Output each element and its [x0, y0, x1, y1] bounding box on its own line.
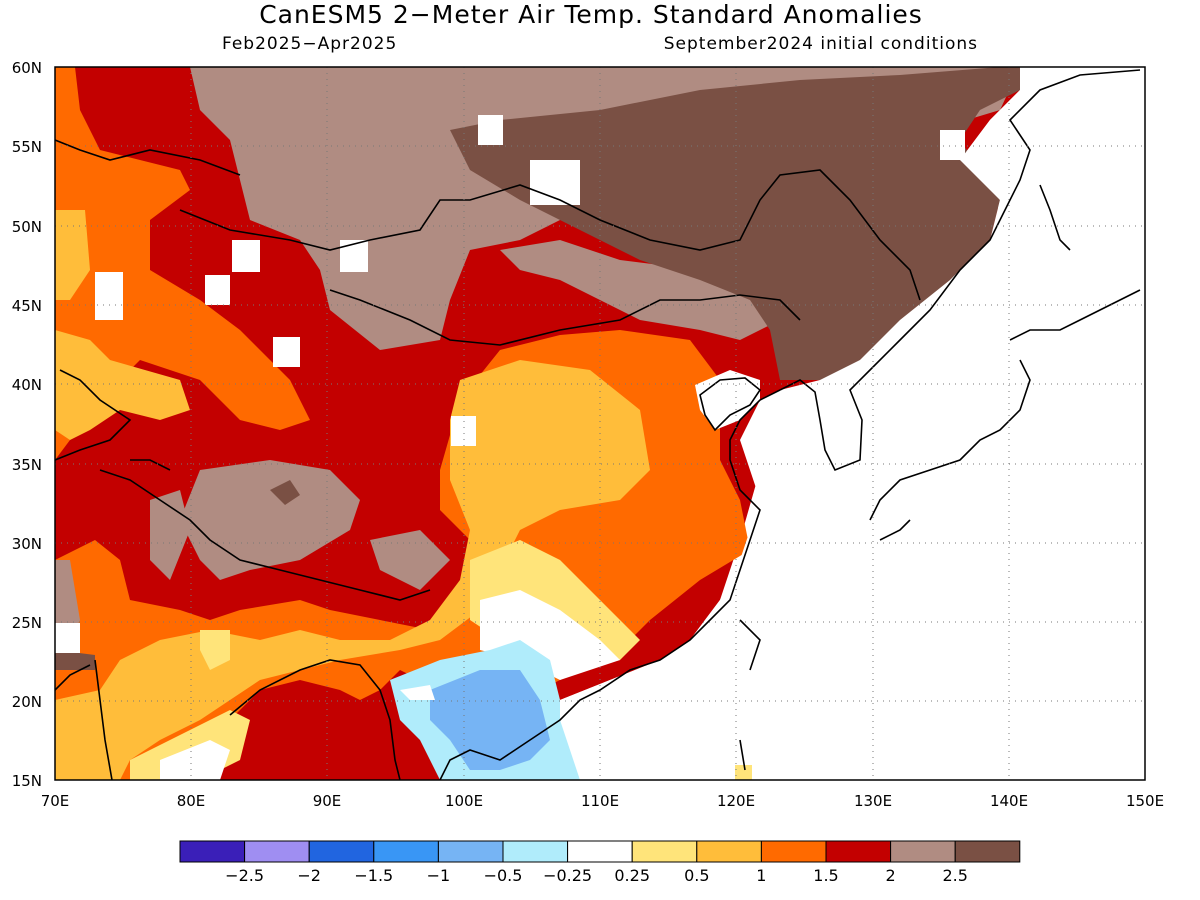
colorbar-swatch — [954, 840, 1021, 863]
region-bohai — [695, 370, 760, 430]
region-neutral-myanmar — [400, 685, 435, 700]
colorbar-swatch — [373, 840, 439, 863]
colorbar-label: −0.25 — [543, 866, 592, 885]
lon-axis: 70E 80E 90E 100E 110E 120E 130E 140E 150… — [41, 792, 1164, 810]
region-extreme-warm-tibet — [270, 480, 300, 505]
lat-axis: 60N 55N 50N 45N 40N 35N 30N 25N 20N 15N — [12, 59, 42, 790]
region-very-warm-tibet-east — [370, 530, 450, 590]
region-slight-warm-india — [200, 630, 230, 670]
coastlines — [55, 69, 1141, 780]
region-mild-warm — [55, 360, 650, 780]
region-warm-west — [55, 67, 310, 460]
region-neutral-bay — [160, 740, 230, 780]
colorbar-swatch — [244, 840, 310, 863]
region-very-warm-mongolia — [500, 240, 780, 340]
colorbar: −2.5 −2 −1.5 −1 −0.5 −0.25 0.25 0.5 1 1.5 2 2.5 — [179, 840, 1021, 885]
initial-conditions: September2024 initial conditions — [663, 34, 978, 54]
colorbar-label: −1 — [427, 866, 451, 885]
colorbar-label: 1 — [756, 866, 766, 885]
forecast-period: Feb2025−Apr2025 — [222, 34, 398, 54]
colorbar-swatch — [890, 840, 956, 863]
lon-label: 110E — [581, 792, 619, 810]
lat-label: 50N — [12, 218, 42, 236]
lat-label: 55N — [12, 138, 42, 156]
colorbar-swatch — [437, 840, 504, 863]
colorbar-swatch — [696, 840, 762, 863]
colorbar-label: −2.5 — [225, 866, 264, 885]
lon-label: 70E — [41, 792, 70, 810]
lat-label: 15N — [12, 772, 42, 790]
lon-label: 80E — [177, 792, 206, 810]
colorbar-label: 2.5 — [942, 866, 967, 885]
lon-label: 150E — [1126, 792, 1164, 810]
colorbar-swatch — [567, 840, 633, 863]
colorbar-label: 2 — [886, 866, 896, 885]
colorbar-swatch — [760, 840, 827, 863]
map-title: CanESM5 2−Meter Air Temp. Standard Anoma… — [259, 0, 923, 29]
colorbar-swatch — [502, 840, 569, 863]
lat-label: 40N — [12, 376, 42, 394]
colorbar-label: 1.5 — [813, 866, 838, 885]
colorbar-swatch — [179, 840, 246, 863]
lat-label: 45N — [12, 297, 42, 315]
lon-label: 90E — [313, 792, 342, 810]
region-mild-west-2 — [55, 330, 190, 440]
region-cool — [430, 670, 550, 770]
region-extreme-warm-gujarat — [55, 650, 95, 670]
region-mild-west — [55, 210, 90, 300]
colorbar-swatch — [308, 840, 375, 863]
graticule — [55, 67, 1145, 780]
lat-label: 60N — [12, 59, 42, 77]
lon-label: 140E — [990, 792, 1028, 810]
colorbar-label: −0.5 — [484, 866, 523, 885]
lon-label: 120E — [717, 792, 755, 810]
anomaly-field — [55, 67, 1145, 780]
lat-label: 25N — [12, 614, 42, 632]
colorbar-label: 0.5 — [684, 866, 709, 885]
lat-label: 20N — [12, 693, 42, 711]
colorbar-swatch — [825, 840, 892, 863]
colorbar-label: −1.5 — [354, 866, 393, 885]
region-slight-warm-taiwan — [735, 765, 752, 780]
lon-label: 100E — [445, 792, 483, 810]
colorbar-label: −2 — [297, 866, 321, 885]
colorbar-label: 0.25 — [614, 866, 650, 885]
region-extreme-warm — [450, 67, 1020, 380]
colorbar-swatch — [631, 840, 698, 863]
lon-label: 130E — [854, 792, 892, 810]
region-ocean-east — [560, 67, 1145, 780]
lat-label: 30N — [12, 535, 42, 553]
lat-label: 35N — [12, 456, 42, 474]
map-frame — [54, 66, 1146, 781]
